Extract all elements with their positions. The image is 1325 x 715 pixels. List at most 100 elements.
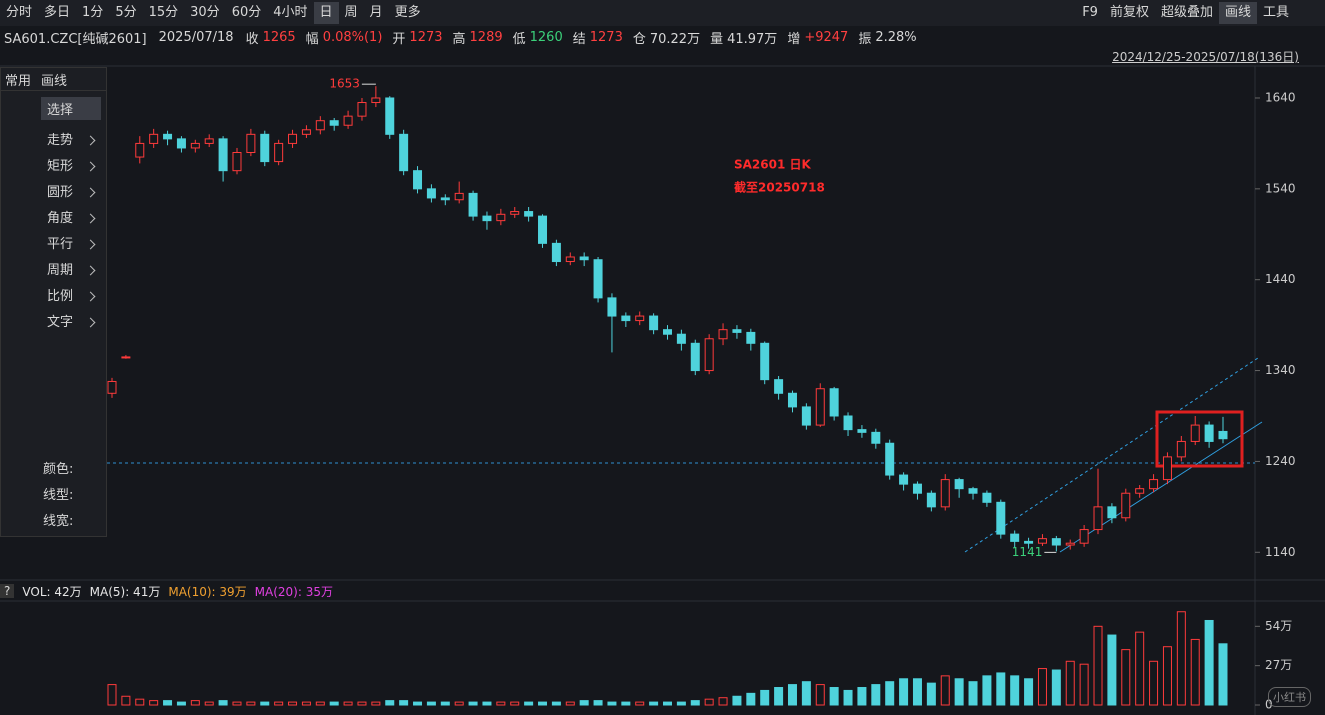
candle-body [426, 188, 436, 199]
volume-bar [1010, 675, 1020, 706]
candle-body [787, 392, 797, 408]
volume-bar [912, 678, 922, 706]
tool-item[interactable]: 文字 [47, 310, 106, 336]
candle-body [926, 492, 936, 508]
tool-item[interactable]: 圆形 [47, 180, 106, 206]
tool-item[interactable]: 周期 [47, 258, 106, 284]
tool-item[interactable]: 角度 [47, 206, 106, 232]
volume-bar [121, 695, 131, 706]
candle-body [176, 138, 186, 149]
candle-body [649, 315, 659, 331]
period-button[interactable]: 1分 [82, 5, 104, 20]
period-button[interactable]: 60分 [231, 5, 262, 20]
toolbar: 分时 多日 1分 5分 15分 30分 60分 4小时日周月更多 F9 前复权 超级叠加 画线 工具 [0, 0, 1325, 26]
tool-button[interactable]: 工具 [1262, 5, 1289, 20]
date-range[interactable]: 2024/12/25-2025/07/18(136日) [1112, 50, 1299, 64]
info-label: 仓 [632, 31, 646, 47]
candle-body [899, 474, 909, 485]
volume-bar [315, 701, 325, 706]
candle-body [690, 342, 700, 372]
tool-item[interactable]: 走势 [47, 128, 106, 154]
volume-bar [524, 701, 534, 706]
volume-bar [1121, 649, 1131, 706]
volume-bar [1204, 619, 1214, 706]
volume-bar [1107, 634, 1117, 706]
volume-bar [676, 701, 686, 706]
setting-label[interactable]: 线型: [43, 488, 74, 503]
candle-body [482, 215, 492, 222]
info-value: 1289 [469, 29, 503, 45]
candle-body [912, 483, 922, 494]
period-button[interactable]: 多日 [44, 5, 71, 20]
panel-tab[interactable]: 常用 [5, 74, 32, 89]
info-label: 幅 [305, 31, 319, 47]
volume-bar [760, 689, 770, 706]
period-button[interactable]: 30分 [190, 5, 220, 20]
volume-bar [1037, 668, 1047, 706]
candle-body [107, 380, 117, 394]
volume-bar [440, 701, 450, 706]
symbol: SA601.CZC[纯碱2601] [4, 31, 147, 47]
candle-body [149, 133, 159, 144]
y-tick-label: 27万 [1265, 658, 1292, 672]
volume-bar [746, 692, 756, 706]
setting-label[interactable]: 线宽: [43, 514, 74, 529]
volume-bar [246, 701, 256, 706]
candle-body [1190, 424, 1200, 442]
tool-button[interactable]: 画线 [1218, 2, 1257, 24]
panel-tab[interactable]: 画线 [41, 74, 68, 89]
candle-body [1051, 538, 1061, 546]
tool-item[interactable]: 矩形 [47, 154, 106, 180]
volume-bar [690, 700, 700, 706]
period-button[interactable]: 更多 [394, 5, 421, 20]
tool-button[interactable]: 前复权 [1109, 5, 1149, 20]
candle-body [288, 133, 298, 144]
select-button[interactable]: 选择 [41, 97, 101, 120]
volume-bar [885, 681, 895, 706]
info-value: 1260 [529, 29, 563, 45]
volume-bar [190, 700, 200, 706]
period-button[interactable]: 月 [369, 5, 383, 20]
period-button[interactable]: 4小时 [273, 5, 308, 20]
volume-bar [926, 682, 936, 706]
period-button[interactable]: 15分 [148, 5, 179, 20]
candle-body [246, 133, 256, 153]
candle-body [301, 129, 311, 135]
candle-body [801, 406, 811, 426]
period-button[interactable]: 日 [313, 2, 339, 24]
y-tick-label: 1440 [1265, 272, 1296, 286]
volume-legend: ? VOL: 42万 MA(5): 41万 MA(10): 39万 MA(20): 35… [0, 582, 333, 600]
period-button[interactable]: 5分 [115, 5, 137, 20]
volume-bar [482, 701, 492, 706]
volume-bar [399, 700, 409, 706]
volume-bar [1024, 678, 1034, 706]
tool-item[interactable]: 比例 [47, 284, 106, 310]
info-value: 2.28% [875, 29, 917, 45]
watermark: 小红书 [1268, 687, 1311, 707]
period-button[interactable]: 周 [344, 5, 358, 20]
candle-body [524, 211, 534, 217]
info-value: 0.08%(1) [322, 29, 383, 45]
candle-body [163, 133, 173, 140]
setting-label[interactable]: 颜色: [43, 462, 74, 477]
candle-body [871, 431, 881, 444]
volume-bar [1051, 669, 1061, 706]
volume-bar [815, 684, 825, 706]
candle-body [565, 256, 575, 263]
y-tick-label: 1640 [1265, 90, 1296, 104]
candle-body [1204, 424, 1214, 442]
candle-body [718, 329, 728, 340]
info-label: 结 [572, 31, 586, 47]
tool-item[interactable]: 平行 [47, 232, 106, 258]
volume-bar [343, 701, 353, 706]
volume-bar [635, 701, 645, 706]
period-button[interactable]: 分时 [6, 5, 33, 20]
candle-body [468, 192, 478, 217]
candle-body [274, 142, 284, 163]
tool-button[interactable]: 超级叠加 [1160, 5, 1213, 20]
tool-button[interactable]: F9 [1082, 5, 1098, 20]
volume-bar [1218, 643, 1228, 706]
